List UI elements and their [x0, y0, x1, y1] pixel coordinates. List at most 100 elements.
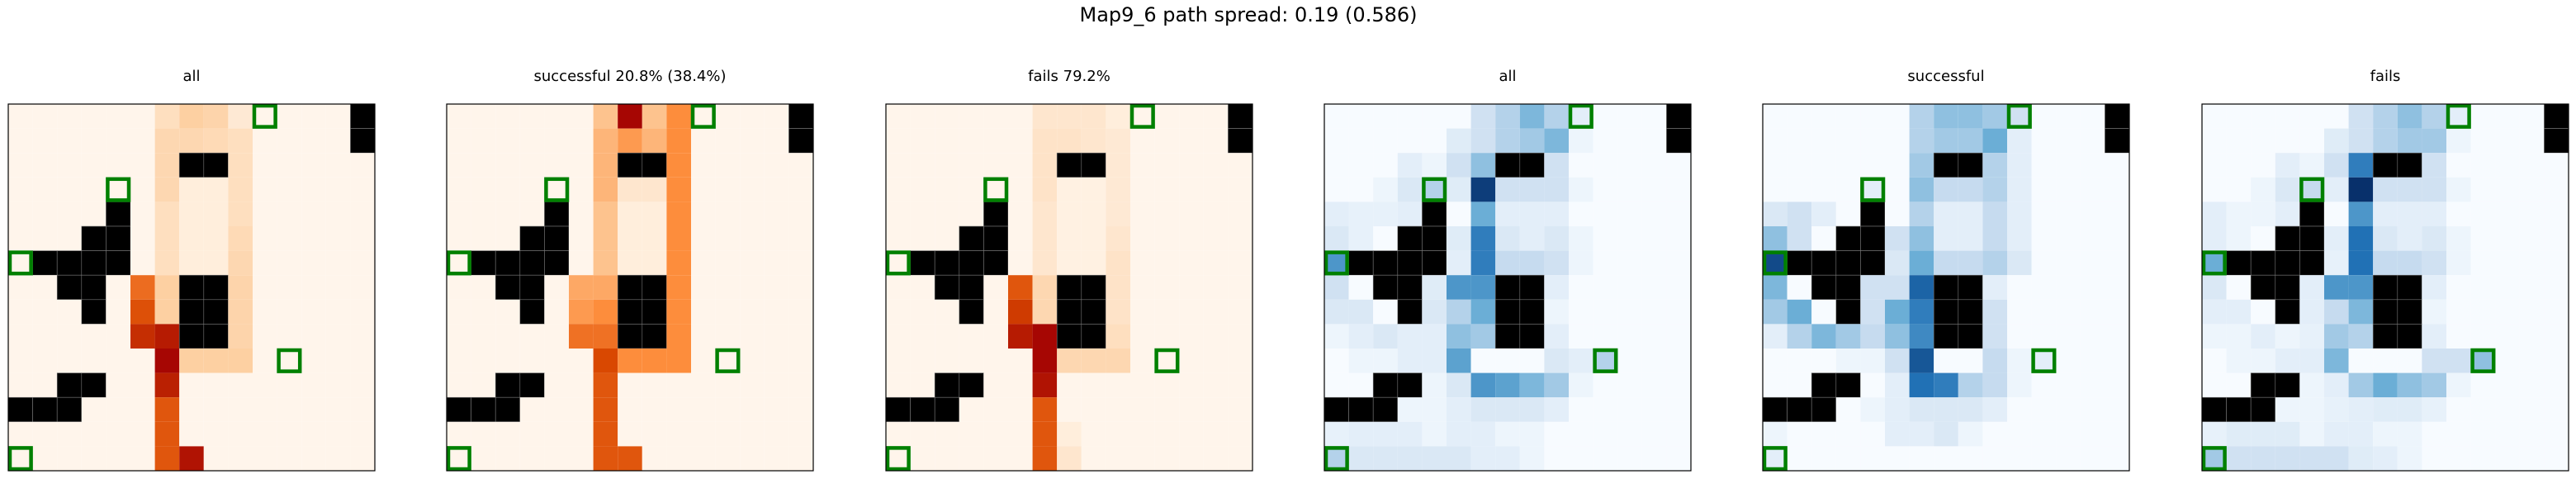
obstacle-cell [2397, 274, 2422, 301]
heatmap-cell [57, 104, 82, 129]
heatmap-cell [1495, 226, 1520, 251]
goal-marker [1762, 250, 1788, 276]
heatmap-cell [2299, 349, 2324, 373]
heatmap-cell [983, 372, 1008, 398]
obstacle-cell [1056, 299, 1082, 325]
heatmap-cell [593, 299, 618, 325]
heatmap-cell [935, 299, 959, 325]
heatmap-cell [1470, 372, 1496, 398]
heatmap-cell [2544, 421, 2569, 447]
heatmap-cell [447, 446, 471, 471]
heatmap-cell [1470, 397, 1496, 422]
heatmap-cell [32, 226, 58, 251]
heatmap-cell [2495, 275, 2520, 300]
heatmap-cell [2495, 202, 2520, 226]
heatmap-cell [1348, 299, 1374, 325]
heatmap-cell [666, 250, 691, 276]
heatmap-cell [471, 349, 496, 373]
heatmap-cell [1763, 349, 1788, 373]
heatmap-cell [1982, 324, 2007, 349]
heatmap-cell [1641, 421, 1667, 447]
heatmap-cell [2446, 128, 2471, 154]
heatmap-cell [1203, 153, 1229, 178]
heatmap-cell [2007, 397, 2032, 422]
heatmap-cell [1470, 250, 1496, 276]
heatmap-cell [2226, 153, 2252, 178]
heatmap-cell [253, 372, 277, 398]
heatmap-cell [1228, 324, 1252, 349]
heatmap-cell [1179, 275, 1204, 300]
heatmap-cell [666, 446, 691, 471]
heatmap-cell [764, 104, 789, 129]
heatmap-cell [1593, 446, 1618, 471]
heatmap-cell [788, 372, 813, 398]
heatmap-cell [1228, 349, 1252, 373]
heatmap-cell [691, 446, 716, 471]
heatmap-cell [569, 446, 594, 471]
heatmap-cell [910, 299, 935, 325]
obstacle-cell [2275, 250, 2300, 276]
heatmap-cell [1617, 177, 1642, 202]
heatmap-cell [1057, 177, 1082, 202]
heatmap-cell [277, 446, 302, 471]
heatmap-cell [106, 153, 130, 178]
obstacle-cell [203, 299, 229, 325]
heatmap-cell [2007, 372, 2032, 398]
heatmap-cell [2470, 202, 2496, 226]
heatmap-cell [1958, 226, 1983, 251]
heatmap-cell [179, 446, 204, 471]
heatmap-cell [1909, 226, 1934, 251]
heatmap-cell [1617, 250, 1642, 276]
heatmap-cell [2080, 226, 2105, 251]
heatmap-cell [203, 128, 229, 154]
heatmap-cell [1228, 202, 1252, 226]
heatmap-cell [203, 397, 229, 422]
obstacle-cell [2275, 225, 2300, 251]
heatmap-cell [642, 397, 667, 422]
obstacle-cell [1228, 103, 1253, 129]
heatmap-cell [886, 324, 911, 349]
heatmap-cell [277, 299, 302, 325]
heatmap-cell [130, 275, 155, 300]
heatmap-cell [569, 226, 594, 251]
heatmap-cell [618, 421, 642, 447]
heatmap-cell [2495, 349, 2520, 373]
obstacle-cell [544, 202, 570, 227]
heatmap-cell [32, 372, 58, 398]
heatmap-cell [1519, 421, 1545, 447]
heatmap-cell [2056, 446, 2081, 471]
heatmap-cell [325, 153, 351, 178]
obstacle-cell [2372, 152, 2398, 178]
heatmap-cell [1348, 104, 1374, 129]
heatmap-cell [544, 421, 569, 447]
heatmap-cell [1422, 153, 1447, 178]
heatmap-cell [1154, 397, 1180, 422]
heatmap-cell [691, 128, 716, 154]
heatmap-cell [1057, 128, 1082, 154]
heatmap-cell [764, 299, 789, 325]
heatmap-cell [1982, 421, 2007, 447]
heatmap-cell [1154, 177, 1180, 202]
heatmap-cell [1860, 397, 1885, 422]
obstacle-cell [1787, 396, 1812, 423]
heatmap-cell [2495, 104, 2520, 129]
heatmap-cell [2470, 349, 2496, 373]
heatmap-cell [471, 177, 496, 202]
heatmap-cell [1593, 177, 1618, 202]
goal-marker [885, 446, 911, 472]
heatmap-cell [788, 324, 813, 349]
heatmap-cell [179, 421, 204, 447]
obstacle-cell [495, 396, 521, 423]
heatmap-cell [1130, 202, 1155, 226]
obstacle-cell [178, 299, 205, 325]
heatmap-cell [569, 324, 594, 349]
heatmap-cell [447, 349, 471, 373]
heatmap-cell [1397, 349, 1423, 373]
panel-title: fails 79.2% [1028, 68, 1110, 85]
heatmap-cell [301, 104, 326, 129]
heatmap-cell [642, 226, 667, 251]
heatmap-cell [1666, 153, 1691, 178]
heatmap-cell [57, 226, 82, 251]
heatmap-cell [2056, 202, 2081, 226]
heatmap-cell [1641, 349, 1667, 373]
